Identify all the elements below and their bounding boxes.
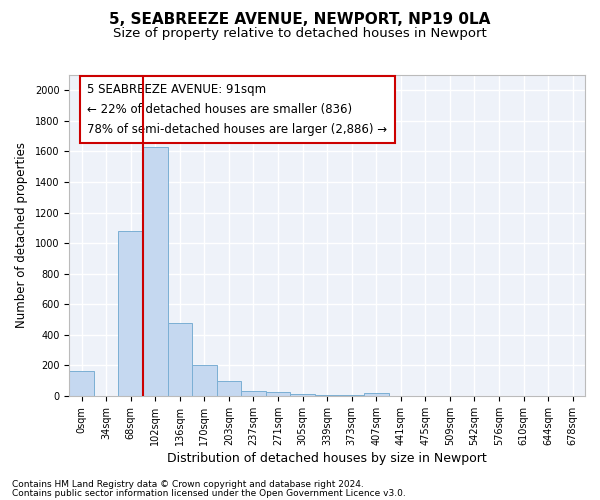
Text: Size of property relative to detached houses in Newport: Size of property relative to detached ho… — [113, 28, 487, 40]
Bar — [69, 370, 94, 396]
X-axis label: Distribution of detached houses by size in Newport: Distribution of detached houses by size … — [167, 452, 487, 465]
Y-axis label: Number of detached properties: Number of detached properties — [15, 142, 28, 328]
Bar — [315, 395, 340, 396]
Text: 5 SEABREEZE AVENUE: 91sqm
← 22% of detached houses are smaller (836)
78% of semi: 5 SEABREEZE AVENUE: 91sqm ← 22% of detac… — [88, 83, 388, 136]
Bar — [266, 392, 290, 396]
Text: Contains public sector information licensed under the Open Government Licence v3: Contains public sector information licen… — [12, 488, 406, 498]
Bar — [290, 394, 315, 396]
Bar — [167, 324, 192, 396]
Bar — [364, 393, 389, 396]
Bar — [241, 390, 266, 396]
Bar — [118, 231, 143, 396]
Bar — [143, 147, 167, 396]
Text: Contains HM Land Registry data © Crown copyright and database right 2024.: Contains HM Land Registry data © Crown c… — [12, 480, 364, 489]
Text: 5, SEABREEZE AVENUE, NEWPORT, NP19 0LA: 5, SEABREEZE AVENUE, NEWPORT, NP19 0LA — [109, 12, 491, 28]
Bar — [192, 366, 217, 396]
Bar — [217, 380, 241, 396]
